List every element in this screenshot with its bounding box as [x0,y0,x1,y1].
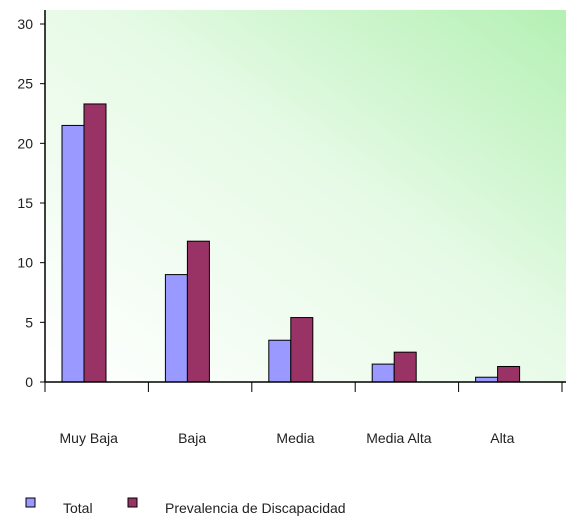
bar-total-0 [61,124,85,383]
bar-total-3 [371,363,395,383]
legend-swatch-total [25,497,36,508]
bar-prevalencia-3 [393,351,417,383]
bar-prevalencia-0 [83,103,107,383]
y-tick-label: 20 [17,135,33,151]
x-axis: Muy Baja Baja Media Media Alta Alta [44,381,566,446]
legend: Total Prevalencia de Discapacidad [25,497,346,516]
bar-total-2 [268,339,292,383]
y-tick-label: 5 [25,314,33,330]
x-category-label: Media Alta [366,430,432,446]
y-axis: 0 5 10 15 20 25 30 [17,10,46,390]
x-category-label: Alta [490,430,514,446]
bar-prevalencia-1 [186,240,210,383]
legend-swatch-prevalencia [127,497,138,508]
x-category-label: Media [276,430,314,446]
bar-prevalencia-4 [497,365,521,383]
x-category-label: Baja [178,430,206,446]
legend-label-total: Total [63,500,93,516]
y-tick-label: 0 [25,374,33,390]
y-tick-label: 10 [17,255,33,271]
bar-prevalencia-2 [290,317,314,383]
y-tick-label: 25 [17,76,33,92]
y-tick-label: 15 [17,195,33,211]
x-category-label: Muy Baja [60,430,119,446]
bar-total-1 [164,274,188,383]
y-tick-label: 30 [17,16,33,32]
legend-label-prevalencia: Prevalencia de Discapacidad [165,500,346,516]
